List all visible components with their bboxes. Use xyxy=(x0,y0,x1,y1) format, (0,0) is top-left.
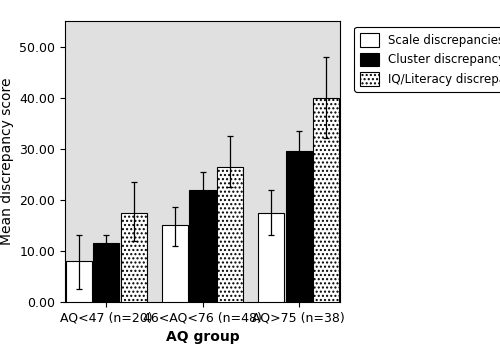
Bar xyxy=(313,98,340,302)
Bar xyxy=(162,225,188,302)
Bar xyxy=(286,151,312,302)
Legend: Scale discrepancies, Cluster discrepancy, IQ/Literacy discrepancy: Scale discrepancies, Cluster discrepancy… xyxy=(354,27,500,92)
Bar xyxy=(217,167,243,302)
Y-axis label: Mean discrepancy score: Mean discrepancy score xyxy=(0,78,14,245)
Bar xyxy=(66,261,92,302)
Bar xyxy=(258,212,284,302)
Bar xyxy=(93,243,120,302)
Bar xyxy=(120,212,147,302)
Bar xyxy=(190,190,216,302)
X-axis label: AQ group: AQ group xyxy=(166,330,240,344)
